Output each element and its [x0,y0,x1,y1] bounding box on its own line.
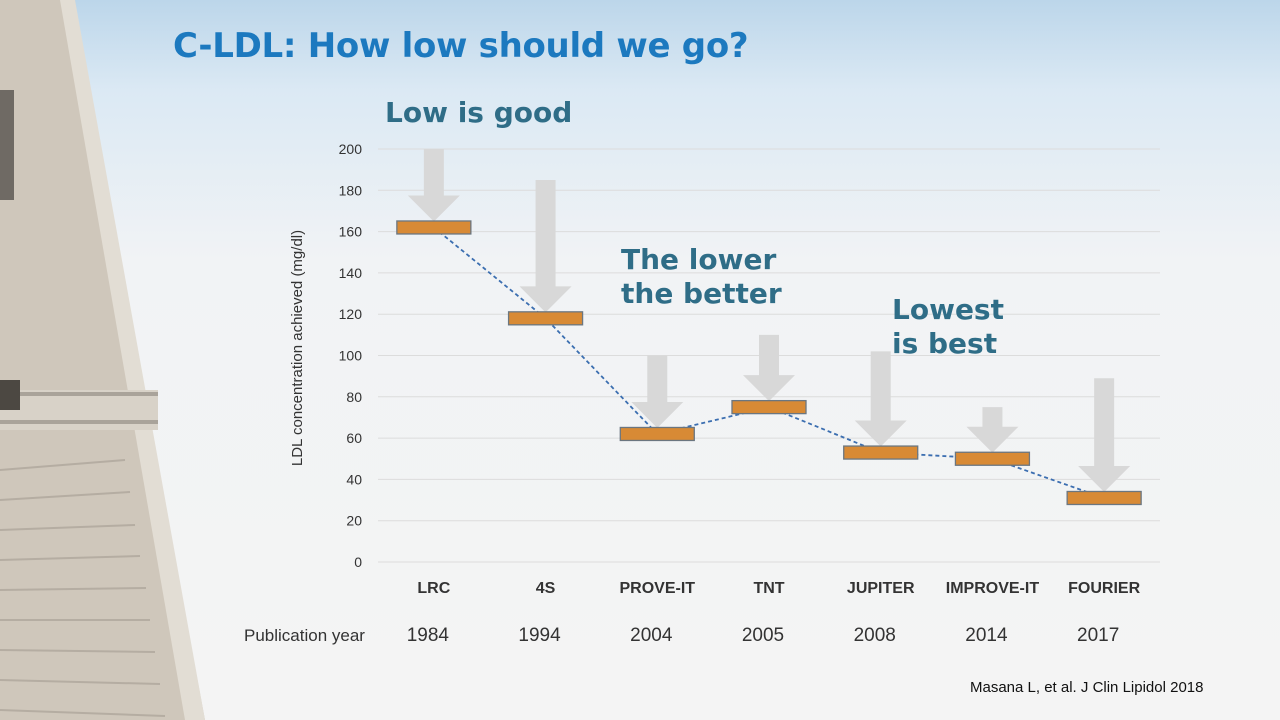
y-tick-label: 100 [339,348,363,364]
category-label: 4S [536,580,556,597]
y-tick-label: 120 [339,306,363,322]
achieved-marker-jupiter [843,445,919,460]
y-tick-label: 200 [339,141,363,157]
y-tick-label: 40 [346,471,362,487]
y-tick-label: 180 [339,182,363,198]
achieved-markers [396,220,1142,506]
achieved-marker-tnt [731,399,807,415]
reduction-arrow-fourier [1078,378,1131,492]
category-label: TNT [753,580,784,597]
annotation-line-1: Lowest [892,293,1004,326]
y-tick-label: 0 [354,554,362,570]
reduction-arrows [407,149,1131,492]
publication-year: 1984 [407,625,450,646]
annotation-line-2: the better [621,277,782,310]
y-tick-label: 60 [346,430,362,446]
annotation-low-is-good-text: Low is good [385,96,573,129]
y-axis-label: LDL concentration achieved (mg/dl) [289,230,306,466]
category-label: FOURIER [1068,580,1140,597]
y-tick-label: 20 [346,513,362,529]
building-background-image [0,0,205,720]
annotation-line-1: The lower [621,243,777,276]
y-tick-label: 160 [339,224,363,240]
achieved-marker-prove-it [619,426,695,442]
publication-year-label: Publication year [244,626,365,645]
achieved-marker-4s [507,311,584,326]
slide-title: C-LDL: How low should we go? [173,26,749,66]
achieved-marker-improve-it [954,451,1031,466]
y-tick-label: 140 [339,265,363,281]
annotation-the-lower-the-better: The lower the better [621,243,782,311]
citation: Masana L, et al. J Clin Lipidol 2018 [970,679,1204,696]
reduction-arrow-jupiter [854,351,907,447]
reduction-arrow-improve-it [966,407,1019,453]
publication-year: 2004 [630,625,673,646]
annotation-lowest-is-best: Lowest is best [892,293,1004,361]
y-tick-label: 80 [346,389,362,405]
publication-years: 1984 1994 2004 2005 2008 2014 2017 [407,625,1120,646]
category-label: IMPROVE-IT [946,580,1040,597]
gridlines [378,148,1160,563]
publication-year: 1994 [518,625,561,646]
reduction-arrow-tnt [743,334,795,402]
publication-year: 2008 [854,625,896,646]
publication-year: 2005 [742,625,784,646]
reduction-arrow-lrc [407,149,460,222]
annotation-line-2: is best [892,327,998,360]
category-label: LRC [417,580,450,597]
category-label: PROVE-IT [620,580,696,597]
category-labels: LRC 4S PROVE-IT TNT JUPITER IMPROVE-IT FOURIER [417,580,1140,597]
publication-year: 2014 [965,625,1008,646]
achieved-marker-lrc [396,220,472,235]
reduction-arrow-prove-it [631,355,684,428]
reduction-arrow-4s [519,179,572,313]
achieved-marker-fourier [1066,490,1142,506]
annotation-low-is-good: Low is good [385,96,572,130]
category-label: JUPITER [847,580,915,597]
publication-year: 2017 [1077,625,1119,646]
y-tick-labels: 0 20 40 60 80 100 120 140 160 180 200 [339,141,363,570]
